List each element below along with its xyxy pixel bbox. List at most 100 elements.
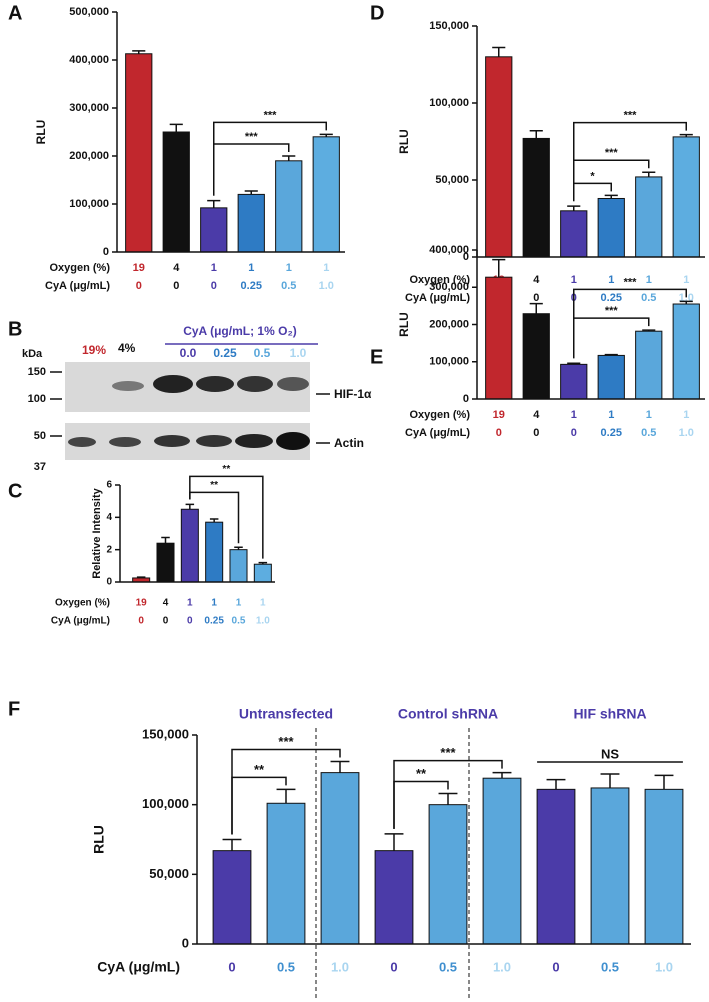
error-bar [567,205,581,211]
band-label: Actin [334,436,364,450]
significance-bracket [231,748,341,835]
x-tick-label: 1 [571,409,577,421]
x-tick-label: 0 [211,280,217,292]
significance-bracket [213,121,327,196]
bar [485,276,513,400]
bar [635,330,663,400]
significance-label: ** [222,464,230,475]
error-bar [234,546,243,550]
dose-label: 0.0 [180,346,197,360]
panel-letter: A [8,2,22,24]
y-axis-label: RLU [34,120,48,145]
significance-label: NS [601,746,619,761]
y-tick-label: 300,000 [69,102,109,114]
error-bar [276,788,296,804]
bar [522,313,550,400]
lane-label: 19% [82,343,106,357]
x-tick-label: 1 [646,409,652,421]
x-tick-label: 1.0 [493,959,511,974]
significance-label: *** [440,745,456,760]
row-label: Oxygen (%) [409,274,470,286]
error-bar [330,760,350,773]
error-bar [529,302,543,314]
x-tick-label: 0.25 [241,280,262,292]
error-bar [492,46,506,57]
band [196,376,234,392]
y-tick-label: 150,000 [142,726,189,741]
x-tick-label: 0 [187,616,193,627]
blot-panel: B kDa 150 100 50 37 19% 4% CyA (μg/mL; 1… [8,318,372,473]
x-tick-label: 1 [608,409,614,421]
bar [482,777,522,945]
x-tick-label: 0.25 [601,292,622,304]
significance-label: *** [605,147,619,159]
x-tick-label: 0.5 [601,959,619,974]
error-bar [161,536,170,544]
band [237,376,273,392]
x-tick-label: 1 [211,262,217,274]
marker-label: 50 [34,430,46,442]
error-bar [604,353,618,356]
dose-label: 0.25 [213,346,237,360]
x-tick-label: 4 [163,598,169,609]
bar-chart: A RLU 0 100,000 200,000 300,000 400,000 500,000… [8,2,345,292]
y-tick-label: 500,000 [69,6,109,18]
x-tick-label: 0 [163,616,169,627]
x-tick-label: 0.5 [277,959,295,974]
row-label: CyA (μg/mL) [405,292,470,304]
band [196,435,232,447]
x-tick-label: 1.0 [679,427,694,439]
y-tick-label: 400,000 [69,54,109,66]
band [112,381,144,391]
error-bar [258,561,268,565]
panel-letter: C [8,480,22,502]
x-tick-label: 1 [187,598,193,609]
significance-label: ** [210,480,218,491]
x-tick-label: 1 [571,274,577,286]
bar [560,363,588,400]
y-axis-label: RLU [91,825,107,854]
significance-bracket [393,759,503,829]
bar [162,131,190,253]
bar [590,787,630,945]
x-tick-label: 0 [533,292,539,304]
x-tick-label: 0.5 [439,959,457,974]
y-tick-label: 50,000 [435,174,469,186]
marker-label: 37 [34,461,46,473]
error-bar [679,133,693,137]
kda-label: kDa [22,348,43,360]
y-tick-label: 150,000 [429,20,469,32]
panel-letter: D [370,2,384,24]
x-tick-label: 0 [390,959,397,974]
y-axis-label: Relative Intensity [91,487,103,578]
error-bar [132,50,146,54]
bar [237,193,265,253]
significance-label: *** [624,276,638,288]
group-label: Control shRNA [398,706,498,722]
error-bar [567,362,581,365]
x-tick-label: 0.5 [641,292,656,304]
significance-bracket [189,475,264,559]
x-tick-label: 1 [608,274,614,286]
bar [253,563,272,583]
dose-label: 0.5 [254,346,271,360]
significance-label: *** [605,305,619,317]
y-tick-label: 100,000 [69,198,109,210]
error-bar [384,833,404,851]
row-label: Oxygen (%) [409,409,470,421]
error-bar [642,171,656,177]
y-tick-label: 0 [106,577,112,588]
x-tick-label: 1 [211,598,217,609]
marker-label: 150 [28,366,46,378]
x-tick-label: 1.0 [256,616,270,627]
panel-letter: F [8,698,20,720]
error-bar [654,774,674,790]
error-bar [209,518,219,523]
y-tick-label: 0 [103,246,109,258]
significance-label: ** [254,762,265,777]
error-bar [207,199,221,208]
